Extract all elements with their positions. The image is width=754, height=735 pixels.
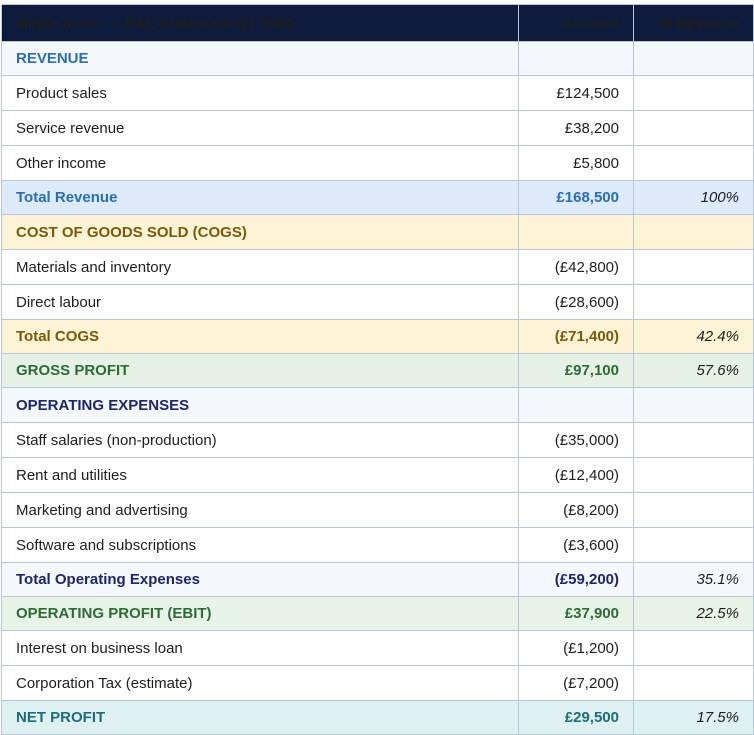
- row-label[interactable]: Marketing and advertising: [1, 492, 519, 528]
- net-profit-row: NET PROFIT £29,500 17.5%: [1, 700, 754, 735]
- table-row: Other income £5,800: [1, 145, 754, 181]
- table-row: Service revenue £38,200: [1, 110, 754, 146]
- row-label[interactable]: Product sales: [1, 75, 519, 111]
- row-pct[interactable]: [633, 457, 754, 493]
- row-pct[interactable]: 35.1%: [633, 562, 754, 597]
- header-row: Maple & Co. — P&L Statement Q1 2026 Amou…: [1, 4, 754, 42]
- table-row: Rent and utilities (£12,400): [1, 457, 754, 493]
- row-pct[interactable]: 17.5%: [633, 700, 754, 735]
- row-amount[interactable]: [518, 214, 634, 250]
- row-amount[interactable]: £124,500: [518, 75, 634, 111]
- row-label[interactable]: Other income: [1, 145, 519, 181]
- row-pct[interactable]: [633, 145, 754, 181]
- row-pct[interactable]: [633, 492, 754, 528]
- row-pct[interactable]: [633, 387, 754, 423]
- row-amount[interactable]: [518, 41, 634, 76]
- row-amount[interactable]: (£59,200): [518, 562, 634, 597]
- row-pct[interactable]: 100%: [633, 180, 754, 215]
- row-amount[interactable]: £29,500: [518, 700, 634, 735]
- total-cogs-row: Total COGS (£71,400) 42.4%: [1, 319, 754, 354]
- table-row: Corporation Tax (estimate) (£7,200): [1, 665, 754, 701]
- row-pct[interactable]: [633, 249, 754, 285]
- table-row: Marketing and advertising (£8,200): [1, 492, 754, 528]
- row-label[interactable]: NET PROFIT: [1, 700, 519, 735]
- total-opex-row: Total Operating Expenses (£59,200) 35.1%: [1, 562, 754, 597]
- row-label[interactable]: Total Revenue: [1, 180, 519, 215]
- row-amount[interactable]: (£28,600): [518, 284, 634, 320]
- amount-column-header[interactable]: Amount: [518, 4, 634, 42]
- row-amount[interactable]: (£1,200): [518, 630, 634, 666]
- pl-statement-sheet: Maple & Co. — P&L Statement Q1 2026 Amou…: [1, 4, 754, 735]
- row-amount[interactable]: [518, 387, 634, 423]
- table-row: Materials and inventory (£42,800): [1, 249, 754, 285]
- row-pct[interactable]: 42.4%: [633, 319, 754, 354]
- row-pct[interactable]: 22.5%: [633, 596, 754, 631]
- row-amount[interactable]: £37,900: [518, 596, 634, 631]
- row-amount[interactable]: £38,200: [518, 110, 634, 146]
- table-row: Software and subscriptions (£3,600): [1, 527, 754, 563]
- row-label[interactable]: Materials and inventory: [1, 249, 519, 285]
- row-pct[interactable]: 57.6%: [633, 353, 754, 388]
- table-row: Interest on business loan (£1,200): [1, 630, 754, 666]
- row-label[interactable]: GROSS PROFIT: [1, 353, 519, 388]
- statement-title[interactable]: Maple & Co. — P&L Statement Q1 2026: [1, 4, 519, 42]
- row-pct[interactable]: [633, 214, 754, 250]
- row-amount[interactable]: (£8,200): [518, 492, 634, 528]
- row-label[interactable]: Interest on business loan: [1, 630, 519, 666]
- row-amount[interactable]: £97,100: [518, 353, 634, 388]
- row-label[interactable]: Rent and utilities: [1, 457, 519, 493]
- row-amount[interactable]: (£71,400): [518, 319, 634, 354]
- row-label[interactable]: Staff salaries (non-production): [1, 422, 519, 458]
- table-row: Staff salaries (non-production) (£35,000…: [1, 422, 754, 458]
- table-row: Direct labour (£28,600): [1, 284, 754, 320]
- row-label[interactable]: Total Operating Expenses: [1, 562, 519, 597]
- row-pct[interactable]: [633, 110, 754, 146]
- row-amount[interactable]: (£35,000): [518, 422, 634, 458]
- row-label[interactable]: OPERATING EXPENSES: [1, 387, 519, 423]
- row-label[interactable]: Corporation Tax (estimate): [1, 665, 519, 701]
- row-label[interactable]: OPERATING PROFIT (EBIT): [1, 596, 519, 631]
- section-opex-row: OPERATING EXPENSES: [1, 387, 754, 423]
- pl-table: Maple & Co. — P&L Statement Q1 2026 Amou…: [1, 4, 754, 735]
- table-row: Product sales £124,500: [1, 75, 754, 111]
- row-amount[interactable]: £5,800: [518, 145, 634, 181]
- row-label[interactable]: Service revenue: [1, 110, 519, 146]
- row-amount[interactable]: (£3,600): [518, 527, 634, 563]
- row-pct[interactable]: [633, 665, 754, 701]
- row-amount[interactable]: (£42,800): [518, 249, 634, 285]
- row-label[interactable]: Software and subscriptions: [1, 527, 519, 563]
- section-revenue-row: REVENUE: [1, 41, 754, 76]
- row-label[interactable]: COST OF GOODS SOLD (COGS): [1, 214, 519, 250]
- row-label[interactable]: REVENUE: [1, 41, 519, 76]
- operating-profit-row: OPERATING PROFIT (EBIT) £37,900 22.5%: [1, 596, 754, 631]
- total-revenue-row: Total Revenue £168,500 100%: [1, 180, 754, 215]
- row-amount[interactable]: (£7,200): [518, 665, 634, 701]
- row-pct[interactable]: [633, 527, 754, 563]
- row-pct[interactable]: [633, 630, 754, 666]
- row-amount[interactable]: (£12,400): [518, 457, 634, 493]
- row-pct[interactable]: [633, 284, 754, 320]
- gross-profit-row: GROSS PROFIT £97,100 57.6%: [1, 353, 754, 388]
- row-pct[interactable]: [633, 75, 754, 111]
- section-cogs-row: COST OF GOODS SOLD (COGS): [1, 214, 754, 250]
- pct-revenue-column-header[interactable]: % Revenue: [633, 4, 754, 42]
- row-amount[interactable]: £168,500: [518, 180, 634, 215]
- row-label[interactable]: Direct labour: [1, 284, 519, 320]
- row-pct[interactable]: [633, 422, 754, 458]
- row-label[interactable]: Total COGS: [1, 319, 519, 354]
- row-pct[interactable]: [633, 41, 754, 76]
